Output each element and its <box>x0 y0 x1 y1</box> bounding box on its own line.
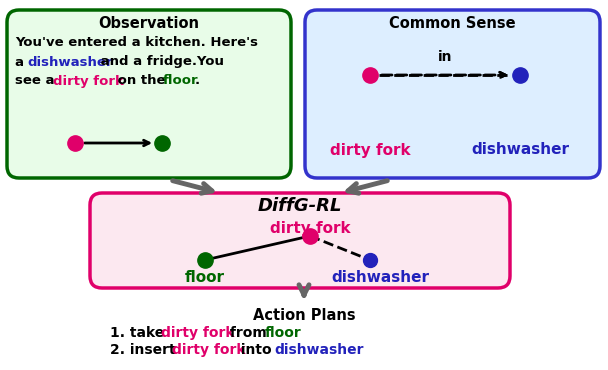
Text: Common Sense: Common Sense <box>389 16 516 30</box>
Text: in: in <box>438 50 452 64</box>
Text: dirty fork: dirty fork <box>53 74 124 87</box>
Text: dishwasher: dishwasher <box>331 270 429 286</box>
Text: floor: floor <box>163 74 199 87</box>
Text: dishwasher: dishwasher <box>471 142 569 158</box>
Text: You've entered a kitchen. Here's: You've entered a kitchen. Here's <box>15 37 258 50</box>
Text: from: from <box>225 326 272 340</box>
Text: dirty fork: dirty fork <box>161 326 235 340</box>
FancyBboxPatch shape <box>305 10 600 178</box>
Text: on the: on the <box>113 74 170 87</box>
Text: dirty fork: dirty fork <box>330 142 410 158</box>
Text: dishwasher: dishwasher <box>274 343 364 357</box>
Text: floor: floor <box>265 326 302 340</box>
Text: dishwasher: dishwasher <box>27 56 112 68</box>
FancyBboxPatch shape <box>7 10 291 178</box>
Text: dirty fork: dirty fork <box>172 343 246 357</box>
Text: a: a <box>15 56 29 68</box>
Text: into: into <box>236 343 277 357</box>
Text: see a: see a <box>15 74 59 87</box>
Text: Observation: Observation <box>98 16 199 30</box>
Text: and a fridge.You: and a fridge.You <box>96 56 224 68</box>
Text: .: . <box>195 74 200 87</box>
Text: 1. take: 1. take <box>110 326 169 340</box>
Text: floor: floor <box>185 270 225 286</box>
Text: Action Plans: Action Plans <box>253 309 355 323</box>
Text: 2. insert: 2. insert <box>110 343 181 357</box>
FancyBboxPatch shape <box>90 193 510 288</box>
Text: dirty fork: dirty fork <box>270 221 350 235</box>
Text: DiffG-RL: DiffG-RL <box>258 197 342 215</box>
